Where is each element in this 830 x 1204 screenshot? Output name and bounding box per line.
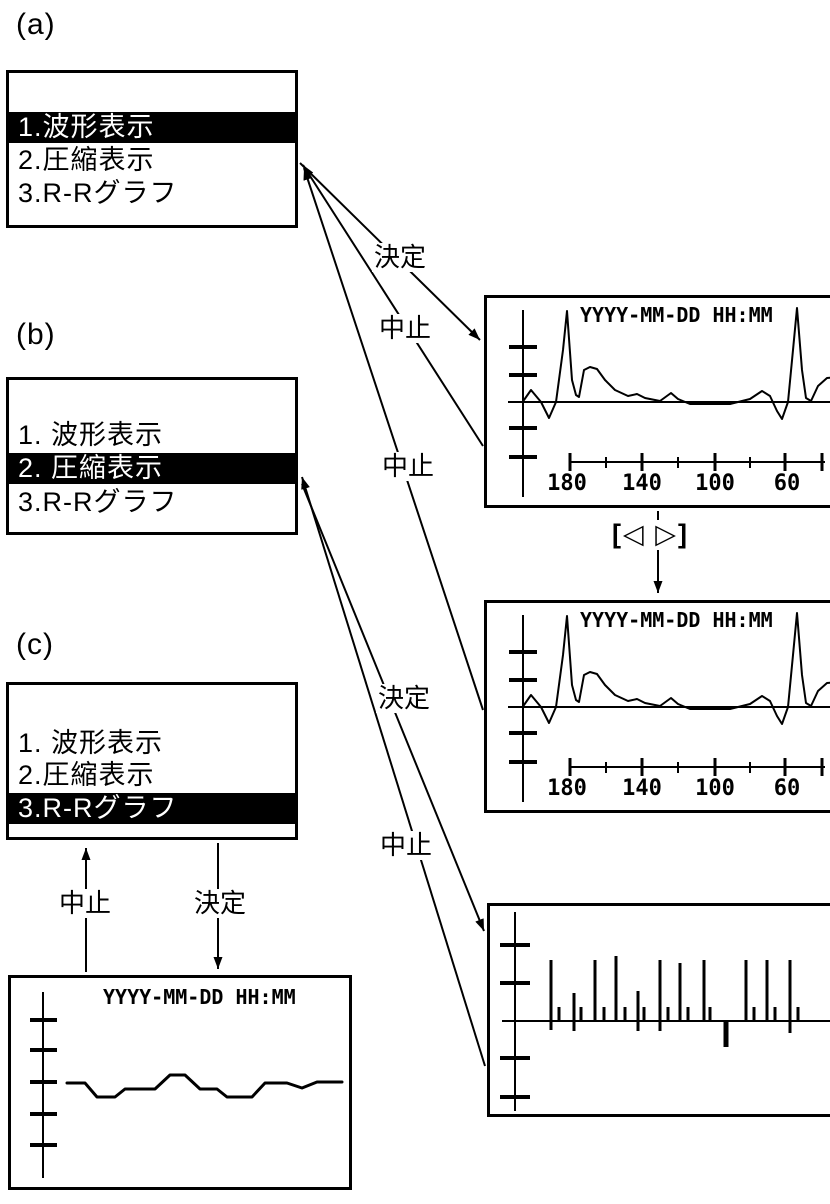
trend-plot — [30, 992, 344, 1178]
ecg-waveform-plot: 180 140 100 60 — [508, 307, 830, 497]
hr-scale-label: 60 — [774, 776, 801, 801]
hr-scale-label: 60 — [774, 471, 801, 496]
menu-b-item-rr-graph[interactable]: 3.R-Rグラフ — [9, 487, 295, 518]
ecg-waveform-plot: 180 140 100 60 — [508, 612, 830, 802]
arrow-cancel-waveform1-to-menu-a — [302, 164, 484, 447]
menu-screen-c: 1. 波形表示 2.圧縮表示 3.R-Rグラフ — [6, 682, 298, 840]
hr-scale-label: 140 — [622, 471, 662, 496]
menu-c-item-rr-graph[interactable]: 3.R-Rグラフ — [9, 793, 295, 824]
compressed-display-screen — [487, 903, 830, 1117]
menu-item-label: 2. 圧縮表示 — [18, 453, 164, 483]
hr-scale-label: 180 — [547, 776, 587, 801]
menu-c-item-waveform-display[interactable]: 1. 波形表示 — [9, 728, 295, 759]
waveform-trace — [523, 307, 830, 420]
menu-item-label: 2.圧縮表示 — [18, 760, 155, 790]
figure-label-a: (a) — [16, 8, 56, 41]
cancel-label-2: 中止 — [380, 451, 437, 481]
menu-item-label: 1.波形表示 — [18, 112, 155, 142]
menu-screen-a: 1.波形表示 2.圧縮表示 3.R-Rグラフ — [6, 70, 298, 228]
hr-scale-label: 180 — [547, 471, 587, 496]
decide-label-2: 決定 — [376, 683, 433, 713]
decide-label-1: 決定 — [372, 242, 429, 272]
decide-label-3: 決定 — [192, 888, 249, 918]
datetime-title: YYYY-MM-DD HH:MM — [580, 303, 773, 327]
menu-a-item-compressed-display[interactable]: 2.圧縮表示 — [9, 145, 295, 176]
figure-label-c: (c) — [16, 628, 54, 661]
menu-a-item-rr-graph[interactable]: 3.R-Rグラフ — [9, 178, 295, 209]
menu-item-label: 3.R-Rグラフ — [18, 178, 178, 208]
figure-label-b: (b) — [16, 318, 56, 351]
arrow-cancel-rr-to-menu-b — [301, 476, 486, 1067]
cancel-label-1: 中止 — [377, 313, 434, 343]
scroll-keys-label: [◁ ▷] — [610, 519, 692, 550]
waveform-trace — [523, 612, 830, 725]
cancel-label-4: 中止 — [57, 888, 114, 918]
arrow-cancel-waveform2-to-menu-a — [303, 167, 484, 711]
menu-item-label: 3.R-Rグラフ — [18, 793, 178, 823]
datetime-title: YYYY-MM-DD HH:MM — [580, 608, 773, 632]
menu-item-label: 2.圧縮表示 — [18, 145, 155, 175]
waveform-display-screen-1: YYYY-MM-DD HH:MM 180 140 100 60 — [484, 295, 830, 508]
menu-item-label: 3.R-Rグラフ — [18, 487, 178, 517]
rr-trend-screen: YYYY-MM-DD HH:MM — [8, 975, 352, 1190]
menu-b-item-waveform-display[interactable]: 1. 波形表示 — [9, 420, 295, 451]
waveform-display-screen-2: YYYY-MM-DD HH:MM 180 140 100 60 — [484, 600, 830, 813]
waveform-trace — [65, 1073, 344, 1099]
cancel-label-3: 中止 — [378, 830, 435, 860]
menu-screen-b: 1. 波形表示 2. 圧縮表示 3.R-Rグラフ — [6, 377, 298, 535]
menu-c-item-compressed-display[interactable]: 2.圧縮表示 — [9, 760, 295, 791]
menu-item-label: 1. 波形表示 — [18, 728, 164, 758]
menu-item-label: 1. 波形表示 — [18, 420, 164, 450]
menu-b-item-compressed-display[interactable]: 2. 圧縮表示 — [9, 453, 295, 484]
hr-scale-label: 100 — [695, 471, 735, 496]
hr-scale-label: 140 — [622, 776, 662, 801]
spike-plot — [500, 912, 830, 1111]
hr-scale-label: 100 — [695, 776, 735, 801]
menu-a-item-waveform-display[interactable]: 1.波形表示 — [9, 112, 295, 143]
datetime-title: YYYY-MM-DD HH:MM — [103, 985, 296, 1009]
